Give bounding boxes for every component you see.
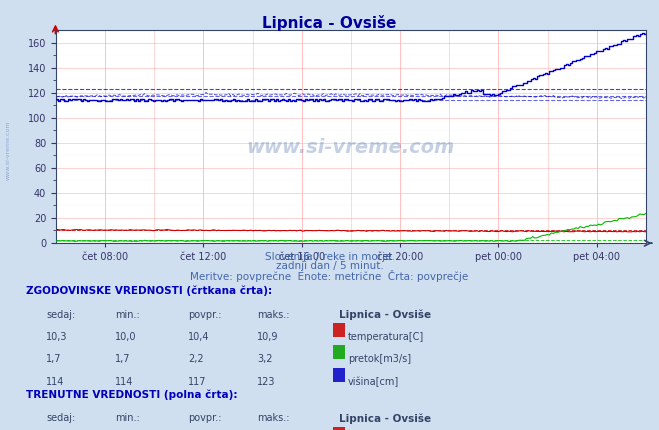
Text: min.:: min.:	[115, 413, 140, 423]
Text: povpr.:: povpr.:	[188, 413, 221, 423]
Text: www.si-vreme.com: www.si-vreme.com	[5, 121, 11, 180]
Text: 10,0: 10,0	[115, 332, 137, 342]
Text: 3,2: 3,2	[257, 354, 273, 364]
Text: povpr.:: povpr.:	[188, 310, 221, 319]
Text: Lipnica - Ovsiše: Lipnica - Ovsiše	[339, 310, 432, 320]
Text: 123: 123	[257, 377, 275, 387]
Text: 1,7: 1,7	[115, 354, 131, 364]
Text: TRENUTNE VREDNOSTI (polna črta):: TRENUTNE VREDNOSTI (polna črta):	[26, 390, 238, 400]
Text: temperatura[C]: temperatura[C]	[348, 332, 424, 342]
Text: sedaj:: sedaj:	[46, 413, 75, 423]
Text: 114: 114	[115, 377, 134, 387]
Text: 10,9: 10,9	[257, 332, 279, 342]
Text: 114: 114	[46, 377, 65, 387]
Text: Lipnica - Ovsiše: Lipnica - Ovsiše	[262, 15, 397, 31]
Text: sedaj:: sedaj:	[46, 310, 75, 319]
Text: 1,7: 1,7	[46, 354, 62, 364]
Text: zadnji dan / 5 minut.: zadnji dan / 5 minut.	[275, 261, 384, 271]
Text: Lipnica - Ovsiše: Lipnica - Ovsiše	[339, 413, 432, 424]
Text: ZGODOVINSKE VREDNOSTI (črtkana črta):: ZGODOVINSKE VREDNOSTI (črtkana črta):	[26, 286, 272, 296]
Text: 10,3: 10,3	[46, 332, 68, 342]
Text: 117: 117	[188, 377, 206, 387]
Text: Meritve: povprečne  Enote: metrične  Črta: povprečje: Meritve: povprečne Enote: metrične Črta:…	[190, 270, 469, 283]
Text: min.:: min.:	[115, 310, 140, 319]
Text: 10,4: 10,4	[188, 332, 210, 342]
Text: maks.:: maks.:	[257, 310, 289, 319]
Text: višina[cm]: višina[cm]	[348, 377, 399, 387]
Text: pretok[m3/s]: pretok[m3/s]	[348, 354, 411, 364]
Text: maks.:: maks.:	[257, 413, 289, 423]
Text: 2,2: 2,2	[188, 354, 204, 364]
Text: www.si-vreme.com: www.si-vreme.com	[246, 138, 455, 157]
Text: Slovenija / reke in morje.: Slovenija / reke in morje.	[264, 252, 395, 261]
